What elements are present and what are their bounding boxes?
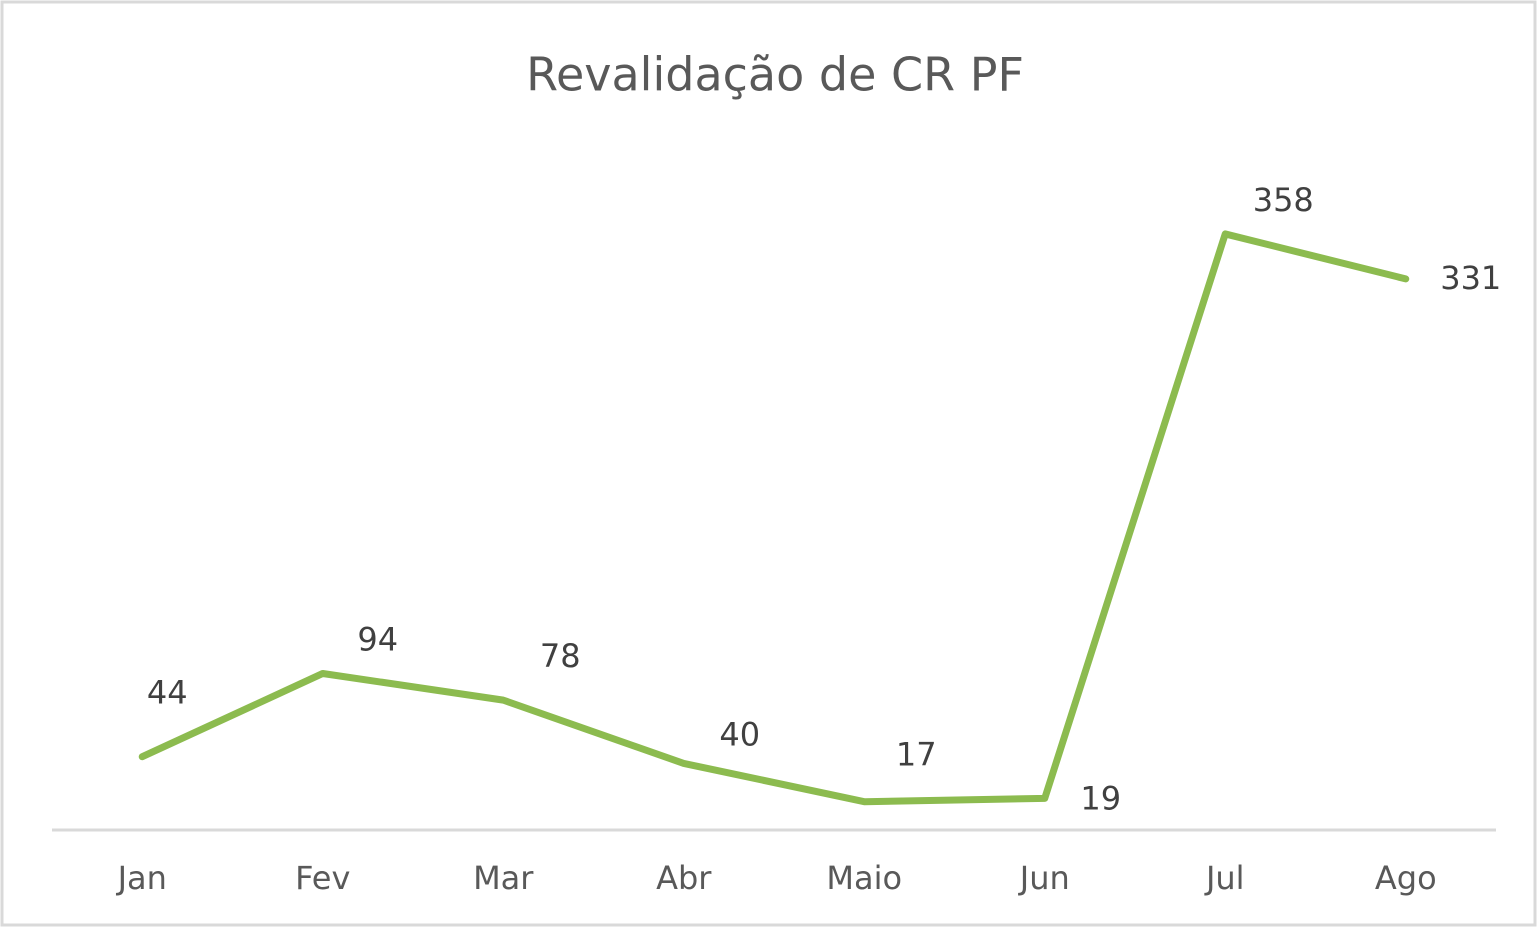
data-label: 19 [1080,779,1121,817]
x-tick-label: Maio [826,859,902,897]
line-series [138,230,1410,806]
x-tick-label: Mar [473,859,534,897]
x-tick-label: Jan [116,859,167,897]
x-tick-label: Ago [1375,859,1437,897]
data-label: 44 [147,674,188,712]
chart-title: Revalidação de CR PF [526,48,1024,102]
x-tick-label: Abr [656,859,712,897]
x-tick-label: Jul [1204,859,1245,897]
data-label: 78 [540,637,581,675]
x-tick-label: Jun [1018,859,1070,897]
data-label: 331 [1440,259,1501,297]
data-label: 94 [357,620,398,658]
data-label: 17 [896,736,937,774]
x-tick-label: Fev [295,859,350,897]
data-label: 358 [1253,181,1314,219]
data-label: 40 [719,715,760,753]
